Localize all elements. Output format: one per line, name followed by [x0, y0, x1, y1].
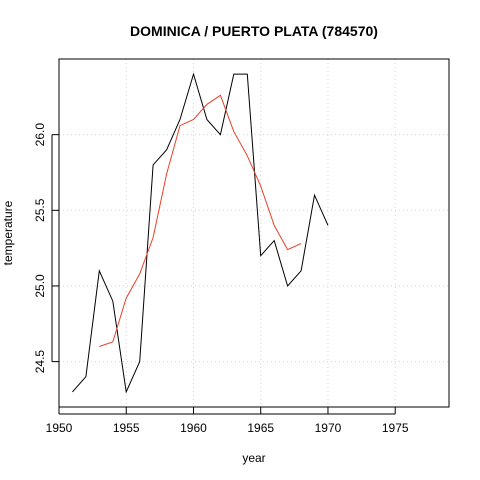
plot-frame — [58, 58, 450, 408]
x-tick-label: 1950 — [46, 421, 73, 435]
series-line-smoothed — [99, 94, 302, 347]
x-tick-label: 1955 — [113, 421, 140, 435]
y-tick-label: 24.5 — [33, 350, 47, 374]
x-tick-label: 1970 — [315, 421, 342, 435]
grid — [58, 59, 449, 407]
x-axis-label: year — [242, 451, 265, 465]
chart-title: DOMINICA / PUERTO PLATA (784570) — [130, 23, 378, 39]
y-tick-label: 25.5 — [33, 198, 47, 222]
y-tick-label: 25.0 — [33, 274, 47, 298]
x-tick-label: 1965 — [247, 421, 274, 435]
series-layer — [72, 72, 329, 394]
y-tick-label: 26.0 — [33, 123, 47, 147]
x-tick-label: 1960 — [180, 421, 207, 435]
series-line-annual — [72, 72, 329, 394]
x-tick-label: 1975 — [382, 421, 409, 435]
y-axis-label: temperature — [1, 200, 15, 265]
x-axis: 1950 1955 1960 1965 1970 1975 — [46, 407, 409, 435]
y-axis: 24.5 25.0 25.5 26.0 — [33, 123, 59, 374]
